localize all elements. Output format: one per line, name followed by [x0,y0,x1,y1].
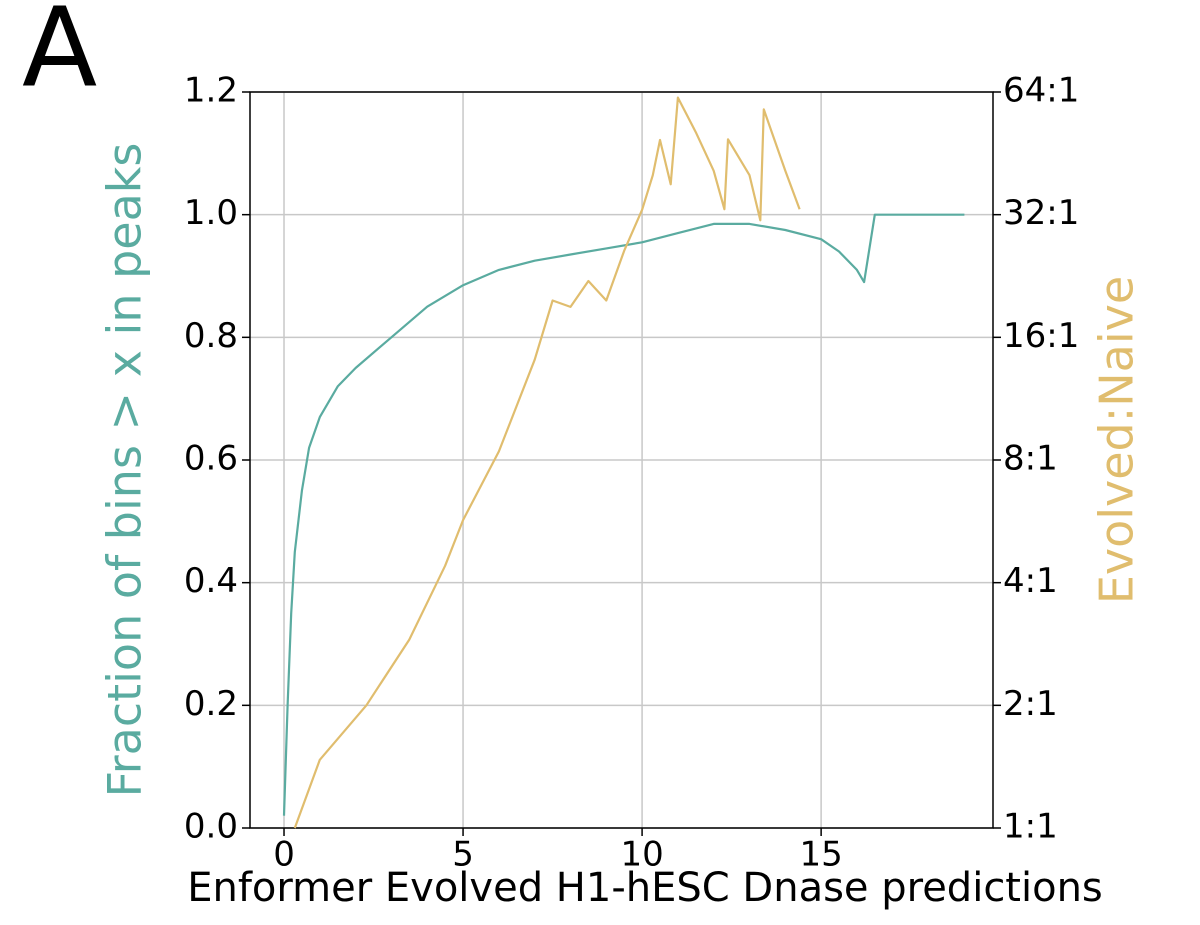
y-axis-label: Fraction of bins > x in peaks [98,143,152,798]
y-tick-label: 0.6 [184,439,238,479]
y-tick-label: 1.0 [184,193,238,233]
panel-label: A [22,0,97,111]
y2-tick-label: 1:1 [1003,807,1058,847]
x-tick-label: 10 [620,835,663,875]
y-tick-label: 0.8 [184,316,238,356]
y2-tick-label: 64:1 [1003,71,1079,111]
x-tick-label: 5 [452,835,474,875]
x-tick-label: 0 [273,835,295,875]
x-tick-label: 15 [799,835,842,875]
y2-axis-label: Evolved:Naive [1090,276,1144,604]
y2-tick-label: 8:1 [1003,439,1058,479]
y-tick-label: 0.2 [184,684,238,724]
data-line [282,213,965,816]
y2-tick-label: 16:1 [1003,316,1079,356]
data-line [293,96,801,829]
y2-tick-label: 2:1 [1003,684,1058,724]
y2-tick-label: 32:1 [1003,193,1079,233]
y-tick-label: 0.0 [184,807,238,847]
y-tick-label: 0.4 [184,561,238,601]
x-axis-label: Enformer Evolved H1-hESC Dnase predictio… [187,865,1103,911]
y2-tick-label: 4:1 [1003,561,1058,601]
y-tick-label: 1.2 [184,71,238,111]
